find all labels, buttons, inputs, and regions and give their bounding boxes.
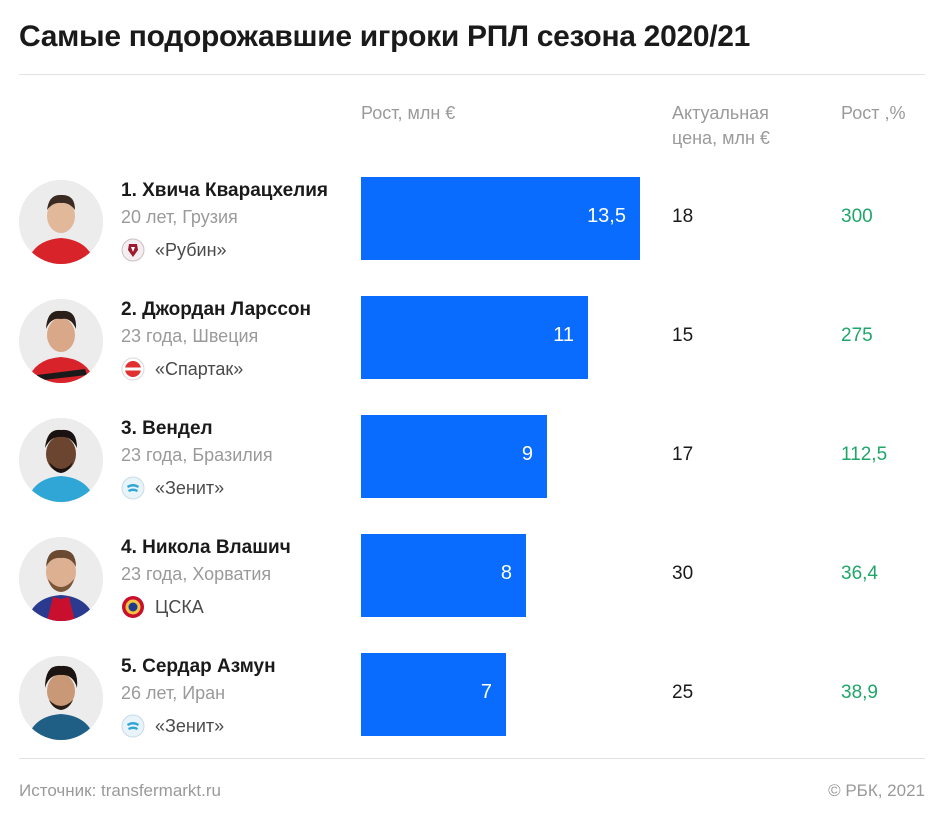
club: ЦСКА [121,594,204,620]
player-name: 2. Джордан Ларссон [121,299,311,320]
header-price: Актуальная цена, млн € [672,101,770,151]
copyright: © РБК, 2021 [828,781,925,800]
bar-value-label: 7 [480,681,492,703]
avatar [19,299,103,383]
avatar [19,656,103,740]
bar-value-label: 9 [521,443,533,465]
club: «Спартак» [121,356,243,382]
player-row-5: 5. Сердар Азмун 26 лет, Иран «Зенит» 7 2… [0,653,945,774]
current-price: 17 [672,444,694,465]
source-note: Источник: transfermarkt.ru [19,781,221,800]
growth-percent: 112,5 [841,444,888,465]
growth-percent: 275 [841,325,873,346]
player-info: 26 лет, Иран [121,683,226,703]
bar: 7 [361,653,506,736]
bar: 9 [361,415,547,498]
header-price-line1: Актуальная [672,103,769,123]
player-name: 3. Вендел [121,418,213,439]
player-info: 23 года, Бразилия [121,445,273,465]
club: «Зенит» [121,713,224,739]
player-row-3: 3. Вендел 23 года, Бразилия «Зенит» 9 17… [0,415,945,536]
club: «Рубин» [121,237,227,263]
top-divider [19,74,925,75]
spartak-logo-icon [121,357,145,381]
player-row-2: 2. Джордан Ларссон 23 года, Швеция «Спар… [0,296,945,417]
bar-value-label: 8 [500,562,512,584]
bar: 11 [361,296,588,379]
zenit-logo-icon [121,476,145,500]
growth-percent: 300 [841,206,873,227]
player-info: 20 лет, Грузия [121,207,238,227]
header-growth-mln: Рост, млн € [361,103,456,123]
club-name: «Спартак» [155,358,244,379]
player-info: 23 года, Хорватия [121,564,272,584]
avatar [19,180,103,264]
growth-percent: 36,4 [841,563,878,584]
growth-percent: 38,9 [841,682,878,703]
header-growth-pct: Рост ,% [841,103,906,123]
bottom-divider [19,758,925,759]
zenit-logo-icon [121,714,145,738]
bar-value-label: 13,5 [587,205,626,227]
cska-logo-icon [121,595,145,619]
chart-title: Самые подорожавшие игроки РПЛ сезона 202… [19,20,751,53]
club-name: «Зенит» [155,477,225,498]
current-price: 25 [672,682,694,703]
player-name: 1. Хвича Кварацхелия [121,180,328,201]
bar: 8 [361,534,526,617]
club-name: «Рубин» [155,239,227,260]
bar-value-label: 11 [553,324,574,346]
header-price-line2: цена, млн € [672,128,770,148]
rubin-logo-icon [121,238,145,262]
player-info: 23 года, Швеция [121,326,259,346]
current-price: 18 [672,206,694,227]
avatar [19,418,103,502]
club-name: ЦСКА [155,596,204,617]
player-row-1: 1. Хвича Кварацхелия 20 лет, Грузия «Руб… [0,177,945,298]
current-price: 30 [672,563,694,584]
bar: 13,5 [361,177,640,260]
player-name: 5. Сердар Азмун [121,656,276,677]
avatar [19,537,103,621]
player-name: 4. Никола Влашич [121,537,291,558]
current-price: 15 [672,325,694,346]
club: «Зенит» [121,475,224,501]
player-row-4: 4. Никола Влашич 23 года, Хорватия ЦСКА … [0,534,945,655]
club-name: «Зенит» [155,715,225,736]
